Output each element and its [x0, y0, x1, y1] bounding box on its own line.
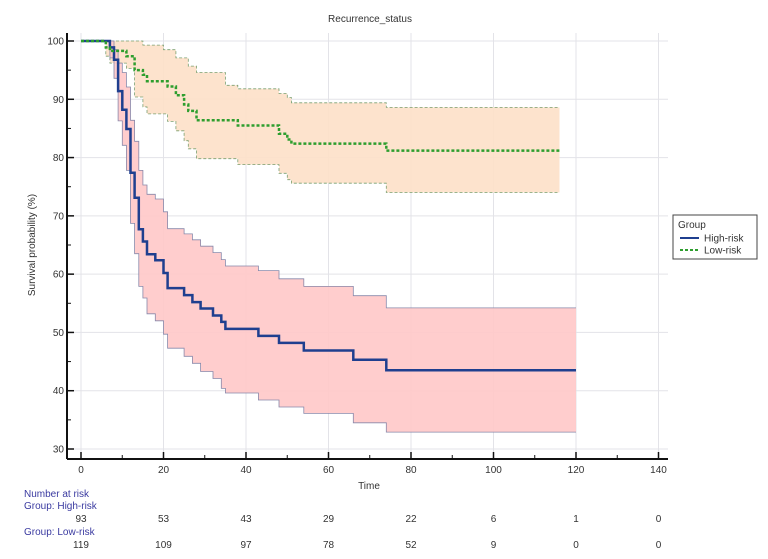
ci-band-high-risk [81, 41, 576, 433]
y-tick-label: 40 [53, 386, 65, 397]
risk-count: 0 [656, 514, 662, 525]
x-tick-label: 20 [158, 465, 170, 476]
x-tick-label: 80 [405, 465, 417, 476]
risk-count: 119 [73, 540, 89, 551]
risk-table-heading: Number at risk [24, 489, 90, 500]
risk-count: 0 [573, 540, 579, 551]
risk-count: 22 [405, 514, 417, 525]
ci-lower-high-risk [81, 40, 576, 433]
ci-upper-low-risk [81, 40, 560, 108]
y-tick-label: 70 [53, 211, 65, 222]
x-tick-label: 40 [240, 465, 252, 476]
y-tick-label: 30 [53, 445, 65, 456]
ci-upper-high-risk [81, 40, 576, 309]
y-tick-label: 80 [53, 153, 65, 164]
legend-label-high-risk: High-risk [704, 234, 744, 245]
confidence-bands [81, 40, 576, 433]
axes: 30 40 50 60 70 80 90 100 0 20 40 60 80 100 120 140 [47, 33, 668, 476]
risk-count: 78 [323, 540, 335, 551]
y-tick-label: 50 [53, 328, 65, 339]
chart-title: Recurrence_status [328, 14, 412, 25]
legend: Group High-risk Low-risk [672, 214, 758, 260]
risk-count: 0 [656, 540, 662, 551]
x-tick-label: 140 [650, 465, 667, 476]
survival-line-high-risk [81, 39, 576, 372]
x-tick-label: 120 [568, 465, 585, 476]
survival-curves [81, 39, 576, 372]
risk-count: 53 [158, 514, 170, 525]
risk-count: 6 [491, 514, 497, 525]
risk-count: 9 [491, 540, 497, 551]
y-tick-label: 60 [53, 270, 65, 281]
risk-count: 29 [323, 514, 335, 525]
legend-title: Group [678, 220, 706, 231]
risk-count: 52 [405, 540, 417, 551]
x-tick-label: 0 [78, 465, 84, 476]
ci-band-low-risk [81, 41, 560, 193]
risk-count: 43 [240, 514, 252, 525]
risk-count: 109 [155, 540, 172, 551]
y-tick-label: 90 [53, 95, 65, 106]
legend-label-low-risk: Low-risk [704, 246, 742, 257]
y-axis-title: Survival probability (%) [27, 194, 38, 296]
risk-row-high-risk: 93 53 43 29 22 6 1 0 [75, 514, 661, 525]
x-axis-title: Time [358, 481, 380, 492]
x-tick-label: 100 [485, 465, 502, 476]
risk-row-low-risk: 119 109 97 78 52 9 0 0 [73, 540, 662, 551]
risk-group-label-low: Group: Low-risk [24, 527, 96, 538]
risk-count: 1 [573, 514, 579, 525]
number-at-risk-table: Number at risk Group: High-risk 93 53 43 29… [24, 489, 662, 551]
risk-count: 93 [75, 514, 87, 525]
y-tick-label: 100 [47, 37, 64, 48]
risk-count: 97 [240, 540, 252, 551]
risk-group-label-high: Group: High-risk [24, 501, 98, 512]
x-tick-label: 60 [323, 465, 335, 476]
survival-line-low-risk [81, 39, 560, 152]
